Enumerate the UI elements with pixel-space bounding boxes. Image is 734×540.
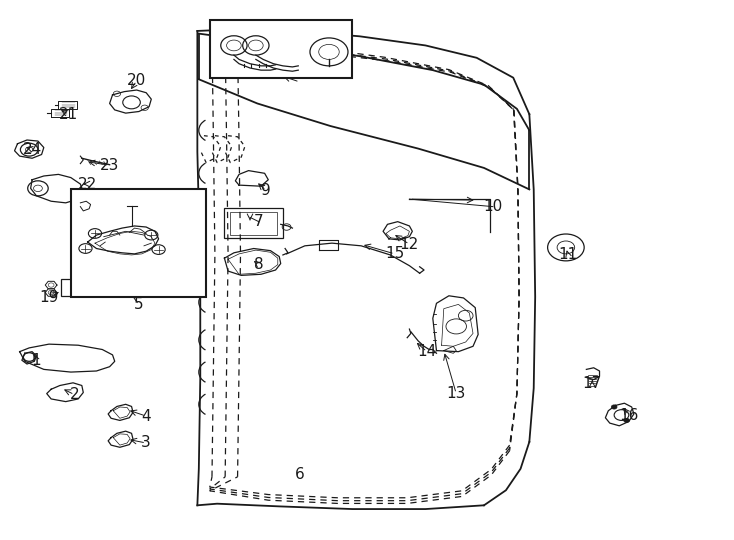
Circle shape [611,405,617,409]
Text: 17: 17 [583,376,602,392]
Text: 15: 15 [385,246,404,261]
Text: 21: 21 [59,107,79,122]
Text: 14: 14 [418,344,437,359]
Text: 24: 24 [23,141,42,157]
Bar [71,190,206,297]
Text: 20: 20 [127,73,146,89]
Bar [230,212,277,234]
Circle shape [624,418,630,423]
Text: 8: 8 [254,257,264,272]
Bar [225,208,283,238]
Bar [210,19,352,78]
Text: 22: 22 [78,177,98,192]
Text: 16: 16 [619,408,639,422]
Text: 10: 10 [483,199,502,214]
Text: 13: 13 [446,386,466,401]
Text: 19: 19 [39,291,59,306]
Text: 3: 3 [142,435,151,450]
Bar [62,279,96,296]
Bar [111,267,133,281]
Text: 18: 18 [122,269,141,284]
Text: 9: 9 [261,183,271,198]
Text: 2: 2 [70,387,79,402]
Text: 7: 7 [254,214,264,229]
Text: 1: 1 [32,353,41,368]
Text: 6: 6 [295,467,305,482]
Text: 11: 11 [559,247,578,262]
Text: 23: 23 [100,158,120,173]
Text: 12: 12 [400,237,419,252]
Text: 4: 4 [142,409,151,423]
Text: 5: 5 [134,298,144,313]
